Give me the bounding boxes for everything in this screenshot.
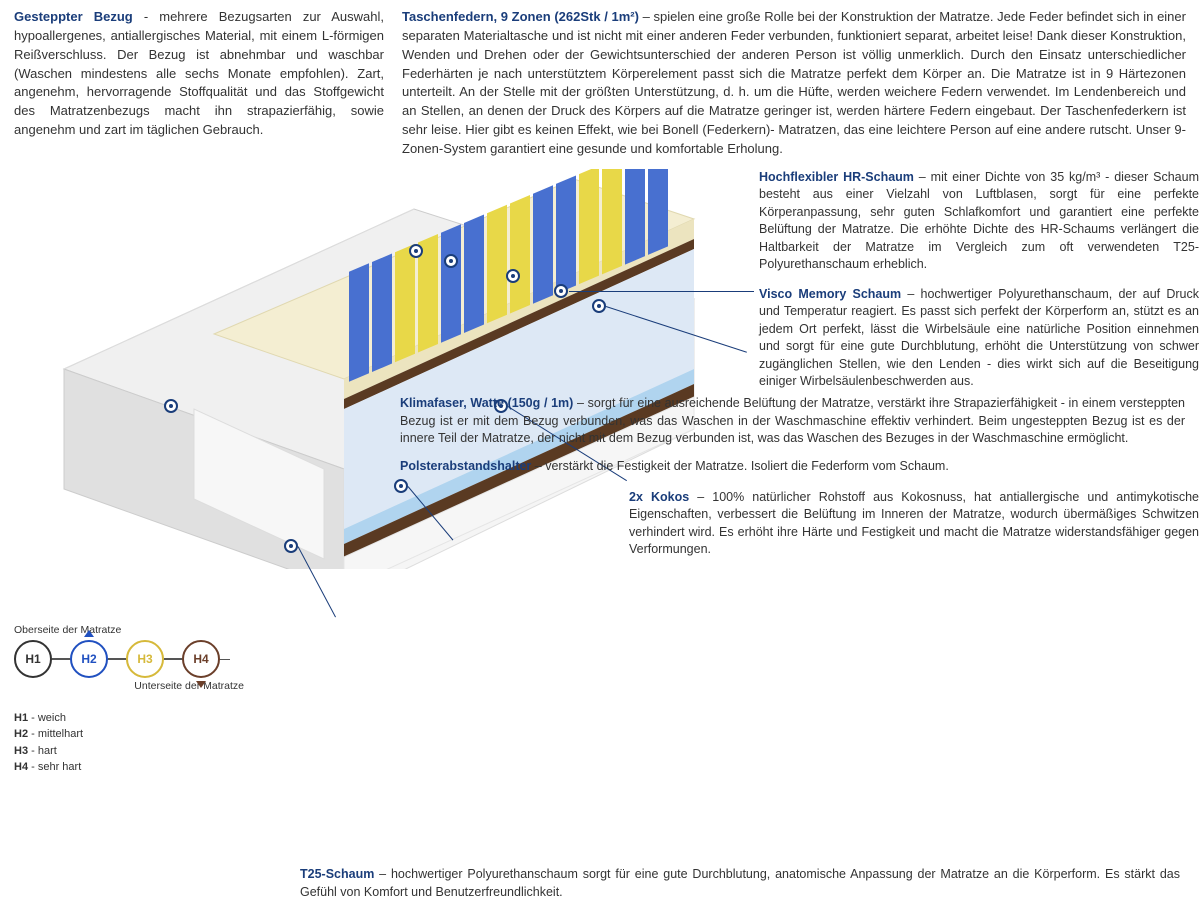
marker-icon	[164, 399, 178, 413]
marker-icon	[554, 284, 568, 298]
heading-springs: Taschenfedern, 9 Zonen (262Stk / 1m²)	[402, 9, 639, 24]
text-cover: mehrere Bezugsarten zur Auswahl, hypoall…	[14, 9, 384, 137]
hardness-legend-row: H3 - hart	[14, 743, 244, 760]
section-kokos: 2x Kokos – 100% natürlicher Rohstoff aus…	[629, 489, 1199, 559]
section-t25: T25-Schaum – hochwertiger Polyurethansch…	[300, 866, 1180, 901]
text-springs: spielen eine große Rolle bei der Konstru…	[402, 9, 1186, 156]
marker-icon	[506, 269, 520, 283]
section-visco: Visco Memory Schaum – hochwertiger Polyu…	[759, 286, 1199, 391]
marker-icon	[284, 539, 298, 553]
marker-icon	[592, 299, 606, 313]
section-hr-foam: Hochflexibler HR-Schaum – mit einer Dich…	[759, 169, 1199, 274]
hardness-bottom-label: Unterseite der Matratze	[14, 680, 244, 692]
leader-line	[569, 291, 754, 292]
hardness-circle: H4	[182, 640, 220, 678]
hardness-legend: Oberseite der Matratze H1 H2 H3 H4 Untersei…	[14, 624, 244, 776]
section-klimafaser: Klimafaser, Watte (150g / 1m) – sorgt fü…	[400, 395, 1185, 448]
hardness-circle: H1	[14, 640, 52, 678]
heading-cover: Gesteppter Bezug	[14, 9, 133, 24]
marker-icon	[409, 244, 423, 258]
marker-icon	[444, 254, 458, 268]
section-springs: Taschenfedern, 9 Zonen (262Stk / 1m²) – …	[402, 8, 1186, 159]
hardness-circle: H2	[70, 640, 108, 678]
hardness-legend-row: H1 - weich	[14, 710, 244, 727]
hardness-legend-row: H4 - sehr hart	[14, 759, 244, 776]
section-polster: Polsterabstandshalter – verstärkt die Fe…	[400, 458, 1185, 476]
hardness-circle: H3	[126, 640, 164, 678]
hardness-legend-row: H2 - mittelhart	[14, 726, 244, 743]
section-cover: Gesteppter Bezug - mehrere Bezugsarten z…	[14, 8, 384, 159]
hardness-top-label: Oberseite der Matratze	[14, 624, 244, 636]
